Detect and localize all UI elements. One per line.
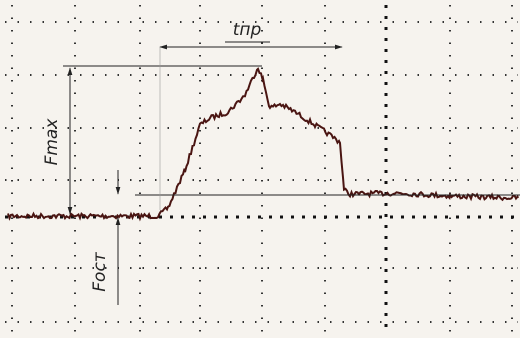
residual-force-label: Fост: [90, 251, 110, 292]
max-force-label: Fmax: [42, 118, 62, 166]
oscillogram: tпр Fmax Fост: [0, 0, 520, 338]
screen-background: [0, 0, 520, 338]
duration-label: tпр: [233, 20, 262, 40]
